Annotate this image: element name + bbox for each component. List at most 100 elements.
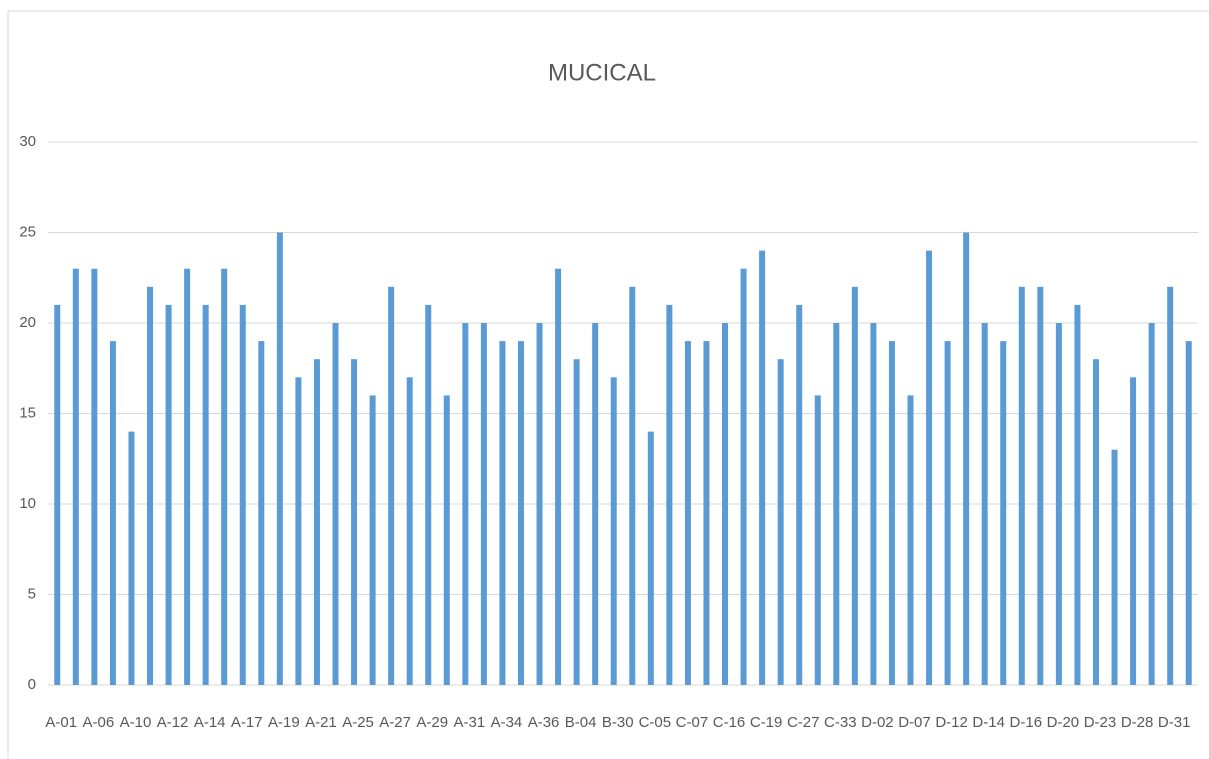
y-tick-label: 10 [19, 495, 36, 512]
bar [276, 232, 283, 685]
bar [759, 250, 766, 685]
x-tick-label: A-21 [305, 714, 337, 731]
x-tick-label: A-12 [157, 714, 189, 731]
bar [777, 359, 784, 685]
x-tick-label: A-17 [231, 714, 263, 731]
bar [499, 341, 506, 685]
x-tick-label: C-07 [676, 714, 709, 731]
x-tick-label: B-30 [602, 714, 634, 731]
bar [462, 323, 469, 685]
x-tick-label: A-14 [194, 714, 226, 731]
bar [647, 431, 654, 685]
x-tick-label: A-10 [120, 714, 152, 731]
bar [926, 250, 933, 685]
bar [1055, 323, 1062, 685]
bar [981, 323, 988, 685]
x-tick-label: A-06 [83, 714, 115, 731]
bar [703, 341, 710, 685]
bar [91, 268, 98, 685]
y-tick-label: 30 [19, 133, 36, 150]
bar [666, 304, 673, 685]
y-tick-label: 25 [19, 223, 36, 240]
bar [369, 395, 376, 685]
bar [1000, 341, 1007, 685]
x-tick-label: D-28 [1121, 714, 1154, 731]
bar [833, 323, 840, 685]
bar [165, 304, 172, 685]
bar [54, 304, 61, 685]
x-tick-label: A-25 [342, 714, 374, 731]
x-tick-label: D-20 [1047, 714, 1080, 731]
bar [109, 341, 116, 685]
bar [907, 395, 914, 685]
bar [221, 268, 228, 685]
x-tick-label: A-01 [45, 714, 77, 731]
bar [313, 359, 320, 685]
x-tick-label: C-33 [824, 714, 857, 731]
y-tick-label: 0 [28, 676, 36, 693]
bar [1148, 323, 1155, 685]
x-tick-label: C-19 [750, 714, 783, 731]
x-tick-label: A-29 [416, 714, 448, 731]
bar [1185, 341, 1192, 685]
bar [202, 304, 209, 685]
x-tick-label: B-04 [565, 714, 597, 731]
x-tick-label: C-16 [713, 714, 746, 731]
bar [796, 304, 803, 685]
bar [851, 286, 858, 685]
bar [332, 323, 339, 685]
x-tick-label: D-07 [898, 714, 931, 731]
bar [128, 431, 135, 685]
bar [517, 341, 524, 685]
bar [1018, 286, 1025, 685]
bar [406, 377, 413, 685]
bar [295, 377, 302, 685]
x-tick-label: D-12 [935, 714, 968, 731]
bar [536, 323, 543, 685]
x-tick-label: A-19 [268, 714, 300, 731]
bar [629, 286, 636, 685]
chart-title: MUCICAL [548, 59, 656, 86]
bar [814, 395, 821, 685]
bar [443, 395, 450, 685]
bar [72, 268, 79, 685]
bar [480, 323, 487, 685]
bar [592, 323, 599, 685]
chart-frame [7, 10, 1209, 759]
x-tick-label: A-27 [379, 714, 411, 731]
bar [351, 359, 358, 685]
x-tick-label: C-27 [787, 714, 820, 731]
y-tick-label: 5 [28, 585, 36, 602]
bar [722, 323, 729, 685]
bar [963, 232, 970, 685]
bar [147, 286, 154, 685]
x-tick-label: D-16 [1010, 714, 1043, 731]
y-tick-label: 15 [19, 404, 36, 421]
x-tick-label: D-14 [972, 714, 1005, 731]
bar [610, 377, 617, 685]
bar [888, 341, 895, 685]
x-tick-label: D-23 [1084, 714, 1117, 731]
x-tick-label: D-02 [861, 714, 894, 731]
y-tick-label: 20 [19, 314, 36, 331]
bar [184, 268, 191, 685]
bar [239, 304, 246, 685]
x-tick-label: C-05 [639, 714, 672, 731]
x-tick-label: A-36 [528, 714, 560, 731]
bar [388, 286, 395, 685]
bar [258, 341, 265, 685]
x-tick-label: A-34 [491, 714, 523, 731]
x-tick-label: D-31 [1158, 714, 1191, 731]
bar [1074, 304, 1081, 685]
x-tick-label: A-31 [453, 714, 485, 731]
bar [425, 304, 432, 685]
bar [573, 359, 580, 685]
bar [1130, 377, 1137, 685]
bar [944, 341, 951, 685]
bar [1111, 449, 1118, 685]
bar [1092, 359, 1099, 685]
bar [1037, 286, 1044, 685]
bar [870, 323, 877, 685]
